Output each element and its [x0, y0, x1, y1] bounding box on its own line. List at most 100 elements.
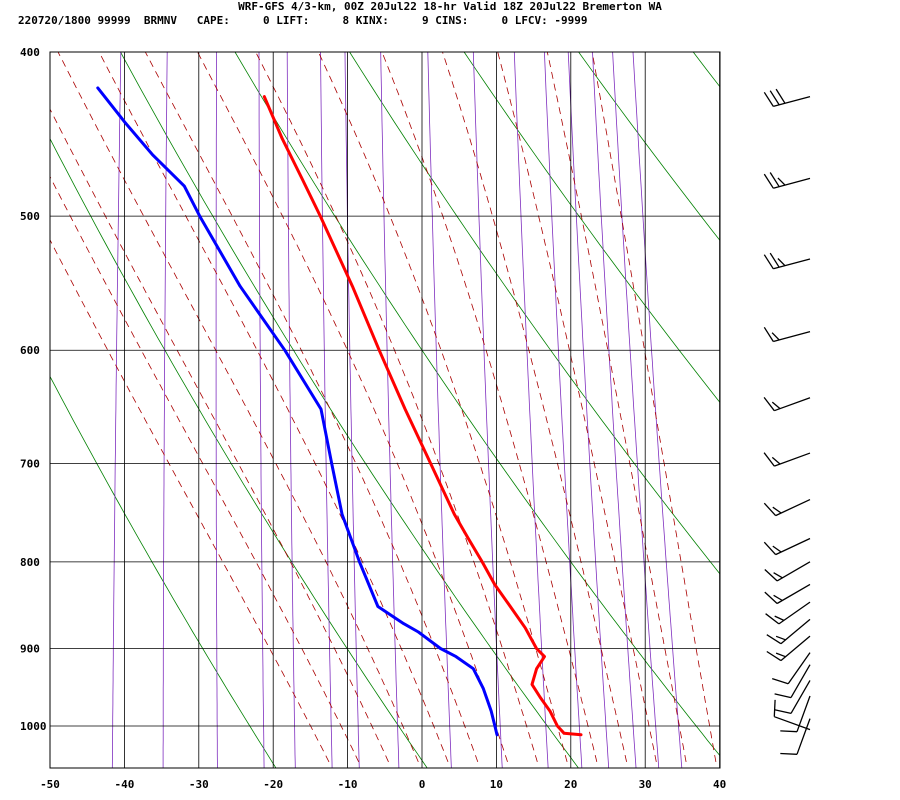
wind-barb: [764, 583, 811, 605]
temperature-point: [563, 732, 565, 734]
wind-barb-staff: [778, 601, 811, 625]
temperature-point: [549, 710, 551, 712]
wind-barb-staff: [790, 680, 811, 714]
dewpoint-point: [97, 87, 99, 89]
x-tick-label: -50: [40, 778, 60, 791]
temperature-point: [319, 215, 321, 217]
wind-barb-feather: [763, 541, 777, 556]
temperature-point: [351, 285, 353, 287]
wind-barb-staff: [774, 452, 811, 467]
wind-barb: [780, 718, 811, 755]
x-tick-label: -30: [189, 778, 209, 791]
dewpoint-point: [403, 623, 405, 625]
wind-barb-staff: [780, 635, 811, 662]
dry-adiabat-line: [50, 375, 277, 768]
y-tick-label: 700: [20, 458, 40, 471]
wind-barb-feather: [764, 591, 778, 604]
dewpoint-point: [358, 561, 361, 563]
wind-barb: [763, 88, 811, 108]
temperature-profile-line: [262, 95, 583, 737]
dewpoint-point: [152, 154, 154, 156]
mixing-ratio-line: [567, 52, 610, 768]
wind-barb-feather: [773, 699, 776, 717]
dewpoint-point: [496, 734, 498, 736]
sounding-indices: 220720/1800 99999 BRMNV CAPE: 0 LIFT: 8 …: [18, 14, 588, 27]
moist-adiabat-line: [381, 52, 598, 762]
mixing-ratio-line: [632, 52, 683, 768]
temperature-point: [536, 668, 538, 670]
moist-adiabat-line: [497, 52, 657, 762]
wind-barb-staff: [773, 95, 811, 108]
wind-barb-staff: [773, 258, 811, 270]
wind-barb: [764, 561, 811, 582]
temperature-point: [301, 177, 303, 179]
mixing-ratio-line: [472, 52, 503, 768]
dewpoint-point: [377, 605, 379, 608]
wind-barb-staff: [773, 177, 811, 189]
wind-barb: [763, 452, 811, 467]
dewpoint-point: [455, 656, 457, 658]
wind-barb-feather: [772, 677, 789, 685]
dewpoint-point: [320, 408, 322, 410]
y-tick-label: 900: [20, 642, 40, 655]
wind-barb-feather: [769, 90, 780, 106]
y-tick-label: 500: [20, 210, 40, 223]
wind-barb-feather: [774, 693, 792, 699]
plot-frame: [49, 51, 721, 769]
dewpoint-point: [472, 668, 474, 670]
mixing-ratio-line: [427, 52, 452, 768]
dewpoint-point: [417, 631, 419, 633]
x-tick-label: -40: [114, 778, 134, 791]
wind-barb-staff: [775, 498, 811, 517]
wind-barb-feather: [763, 173, 774, 189]
wind-barb-feather: [780, 752, 798, 755]
wind-barb-staff: [775, 537, 811, 556]
wind-barb-staff: [790, 664, 811, 698]
wind-barb: [763, 252, 811, 270]
wind-barb-feather: [771, 332, 780, 341]
moist-adiabat-line: [98, 52, 449, 763]
wind-barb-feather: [775, 635, 786, 641]
dewpoint-point: [239, 285, 241, 287]
temperature-point: [524, 627, 526, 629]
axis-labels: -50 -40 -30 -20 -10 0 10 20 30 40 400 500 600 700 800 9…: [20, 46, 726, 791]
temperature-point: [531, 683, 533, 686]
wind-barb: [766, 618, 811, 645]
moist-adiabat-line: [255, 52, 538, 763]
wind-barb-feather: [763, 91, 774, 107]
wind-barb-feather: [774, 709, 792, 715]
wind-barb: [774, 680, 811, 715]
wind-barb-feather: [775, 652, 786, 658]
temperature-point: [539, 696, 541, 699]
wind-barb-feather: [777, 258, 786, 267]
wind-barb-staff: [774, 397, 811, 412]
x-tick-label: -10: [338, 778, 358, 791]
moist-adiabat-line: [546, 52, 687, 762]
wind-barb: [766, 635, 811, 662]
wind-barb: [774, 664, 811, 699]
wind-barb-staff: [774, 716, 811, 731]
mixing-ratio-line: [513, 52, 549, 768]
wind-barb-feather: [775, 88, 786, 104]
wind-barbs: [763, 88, 811, 755]
wind-barb: [763, 397, 811, 412]
x-tick-label: 30: [639, 778, 652, 791]
dry-adiabat-line: [578, 52, 720, 242]
mixing-ratio-line: [215, 52, 218, 768]
moist-adiabat-line: [50, 108, 389, 763]
wind-barb-feather: [772, 506, 782, 514]
moist-adiabat-line: [57, 52, 419, 763]
dewpoint-point: [124, 121, 126, 123]
wind-barb-feather: [764, 569, 778, 582]
wind-barb-staff: [773, 330, 811, 343]
profile-lines: [96, 86, 583, 737]
mixing-ratio-line: [111, 52, 122, 768]
temperature-point: [494, 583, 496, 586]
temperature-point: [453, 513, 455, 516]
dewpoint-point: [341, 513, 343, 516]
wind-barb-feather: [763, 452, 775, 467]
wind-barb-feather: [772, 545, 782, 553]
dry-adiabat-line: [349, 52, 720, 575]
wind-barb-feather: [774, 615, 785, 621]
